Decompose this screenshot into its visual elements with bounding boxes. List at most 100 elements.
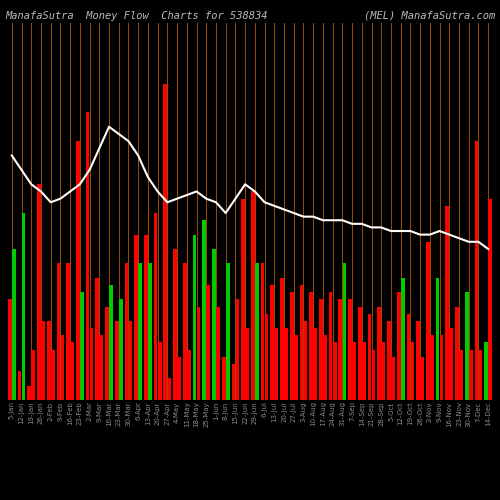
Bar bbox=[260, 264, 264, 400]
Bar bbox=[236, 300, 240, 400]
Bar bbox=[251, 192, 254, 400]
Bar bbox=[154, 213, 158, 400]
Bar bbox=[352, 342, 356, 400]
Bar bbox=[138, 264, 142, 400]
Bar bbox=[86, 112, 89, 400]
Bar bbox=[430, 336, 434, 400]
Bar bbox=[96, 278, 99, 400]
Bar bbox=[469, 350, 472, 400]
Bar bbox=[47, 321, 50, 400]
Bar bbox=[323, 336, 327, 400]
Text: (MEL) ManafaSutra.com: (MEL) ManafaSutra.com bbox=[364, 11, 495, 21]
Bar bbox=[406, 314, 410, 400]
Bar bbox=[382, 342, 385, 400]
Bar bbox=[440, 336, 444, 400]
Bar bbox=[362, 342, 366, 400]
Bar bbox=[358, 306, 362, 400]
Bar bbox=[202, 220, 206, 400]
Bar bbox=[168, 378, 171, 400]
Bar bbox=[128, 321, 132, 400]
Bar bbox=[206, 285, 210, 400]
Bar bbox=[410, 342, 414, 400]
Bar bbox=[401, 278, 404, 400]
Bar bbox=[158, 342, 162, 400]
Bar bbox=[294, 336, 298, 400]
Bar bbox=[183, 264, 186, 400]
Bar bbox=[368, 314, 372, 400]
Bar bbox=[246, 328, 249, 400]
Bar bbox=[51, 350, 54, 400]
Bar bbox=[216, 306, 220, 400]
Bar bbox=[397, 292, 400, 400]
Bar bbox=[37, 184, 41, 400]
Bar bbox=[465, 292, 468, 400]
Bar bbox=[119, 300, 122, 400]
Bar bbox=[372, 350, 376, 400]
Bar bbox=[333, 342, 336, 400]
Bar bbox=[164, 84, 167, 400]
Bar bbox=[304, 321, 308, 400]
Bar bbox=[290, 292, 294, 400]
Bar bbox=[329, 292, 332, 400]
Bar bbox=[192, 234, 196, 400]
Bar bbox=[348, 300, 352, 400]
Bar bbox=[314, 328, 317, 400]
Bar bbox=[8, 300, 12, 400]
Bar bbox=[76, 141, 80, 400]
Bar bbox=[32, 350, 35, 400]
Bar bbox=[310, 292, 313, 400]
Bar bbox=[222, 357, 226, 400]
Bar bbox=[300, 285, 304, 400]
Bar bbox=[270, 285, 274, 400]
Bar bbox=[255, 264, 258, 400]
Bar bbox=[420, 357, 424, 400]
Bar bbox=[134, 234, 138, 400]
Bar bbox=[455, 306, 459, 400]
Bar bbox=[426, 242, 430, 400]
Bar bbox=[144, 234, 148, 400]
Bar bbox=[391, 357, 395, 400]
Bar bbox=[22, 213, 26, 400]
Bar bbox=[484, 342, 488, 400]
Bar bbox=[70, 342, 74, 400]
Bar bbox=[459, 350, 463, 400]
Bar bbox=[178, 357, 181, 400]
Bar bbox=[284, 328, 288, 400]
Bar bbox=[387, 321, 391, 400]
Bar bbox=[226, 264, 230, 400]
Bar bbox=[12, 249, 16, 400]
Bar bbox=[416, 321, 420, 400]
Bar bbox=[148, 264, 152, 400]
Bar bbox=[105, 306, 109, 400]
Bar bbox=[100, 336, 103, 400]
Bar bbox=[450, 328, 453, 400]
Bar bbox=[319, 300, 322, 400]
Bar bbox=[436, 278, 440, 400]
Bar bbox=[232, 364, 235, 400]
Bar bbox=[196, 306, 200, 400]
Bar bbox=[446, 206, 449, 400]
Text: ManafaSutra  Money Flow  Charts for 538834: ManafaSutra Money Flow Charts for 538834 bbox=[5, 11, 268, 21]
Bar bbox=[212, 249, 216, 400]
Bar bbox=[478, 350, 482, 400]
Bar bbox=[280, 278, 284, 400]
Bar bbox=[124, 264, 128, 400]
Bar bbox=[90, 328, 94, 400]
Bar bbox=[80, 292, 84, 400]
Bar bbox=[378, 306, 381, 400]
Bar bbox=[18, 371, 21, 400]
Bar bbox=[28, 386, 31, 400]
Bar bbox=[56, 264, 60, 400]
Bar bbox=[41, 321, 45, 400]
Bar bbox=[66, 264, 70, 400]
Bar bbox=[265, 314, 268, 400]
Bar bbox=[474, 141, 478, 400]
Bar bbox=[488, 198, 492, 400]
Bar bbox=[60, 336, 64, 400]
Bar bbox=[242, 198, 245, 400]
Bar bbox=[115, 321, 118, 400]
Bar bbox=[187, 350, 190, 400]
Bar bbox=[274, 328, 278, 400]
Bar bbox=[342, 264, 346, 400]
Bar bbox=[173, 249, 177, 400]
